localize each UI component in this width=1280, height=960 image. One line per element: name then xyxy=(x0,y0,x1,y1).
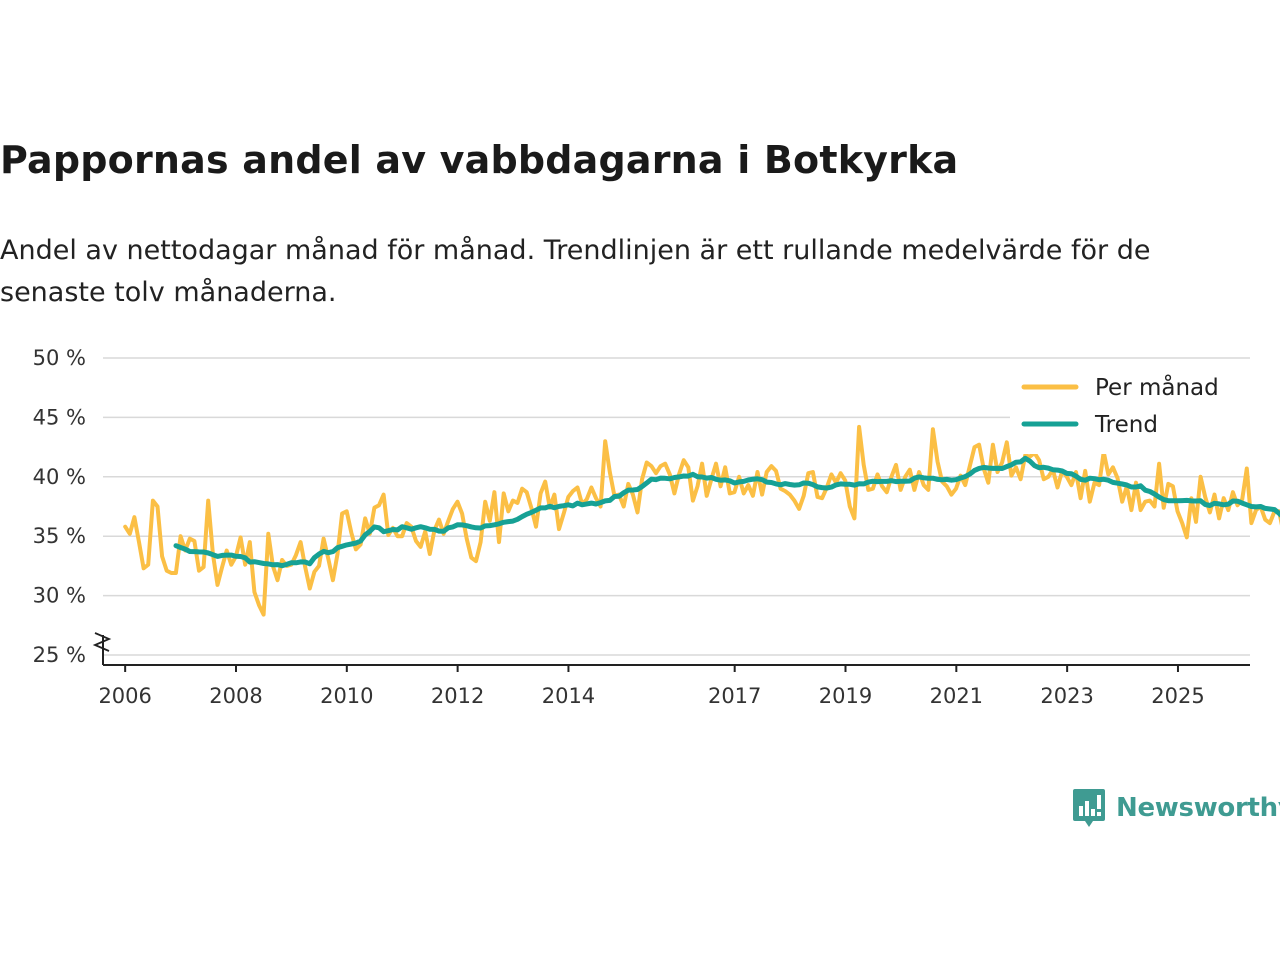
legend-label-trend: Trend xyxy=(1094,412,1158,438)
y-tick-label: 35 % xyxy=(33,524,86,548)
legend: Per månad Trend xyxy=(1010,370,1250,454)
y-tick-label: 40 % xyxy=(33,465,86,489)
series-line-per-manad xyxy=(123,424,1280,617)
series-line-trend xyxy=(173,455,1280,569)
x-axis: 2006 2008 2010 2012 2014 2017 2019 2021 2023 2025 xyxy=(92,632,1250,708)
newsworthy-logo: Newsworthy xyxy=(1072,786,1280,830)
x-tick-label: 2023 xyxy=(1040,684,1093,708)
y-tick-label: 25 % xyxy=(33,643,86,667)
x-tick-label: 2014 xyxy=(542,684,595,708)
x-tick-label: 2019 xyxy=(819,684,872,708)
newsworthy-brand-name: Newsworthy xyxy=(1116,793,1280,823)
x-tick-label: 2012 xyxy=(431,684,484,708)
y-tick-label: 50 % xyxy=(33,346,86,370)
x-tick-label: 2006 xyxy=(98,684,151,708)
legend-background xyxy=(1010,370,1250,454)
series-lines xyxy=(123,424,1280,617)
axis-break-mark xyxy=(92,632,112,652)
line-chart: 25 % 30 % 35 % 40 % 45 % 50 % 2006 2008 2010 201… xyxy=(33,346,1280,708)
chart-subtitle: Andel av nettodagar månad för månad. Tre… xyxy=(0,235,1151,308)
y-tick-label: 45 % xyxy=(33,405,86,429)
chart-title: Pappornas andel av vabbdagarna i Botkyrk… xyxy=(0,138,959,182)
y-tick-label: 30 % xyxy=(33,584,86,608)
newsworthy-logo-icon xyxy=(1073,789,1105,827)
x-tick-label: 2008 xyxy=(209,684,262,708)
y-axis-tick-labels: 25 % 30 % 35 % 40 % 45 % 50 % xyxy=(33,346,86,667)
x-tick-label: 2021 xyxy=(930,684,983,708)
x-tick-label: 2017 xyxy=(708,684,761,708)
x-tick-label: 2010 xyxy=(320,684,373,708)
gridlines xyxy=(103,357,1250,656)
x-tick-label: 2025 xyxy=(1151,684,1204,708)
legend-label-per-manad: Per månad xyxy=(1095,373,1219,401)
